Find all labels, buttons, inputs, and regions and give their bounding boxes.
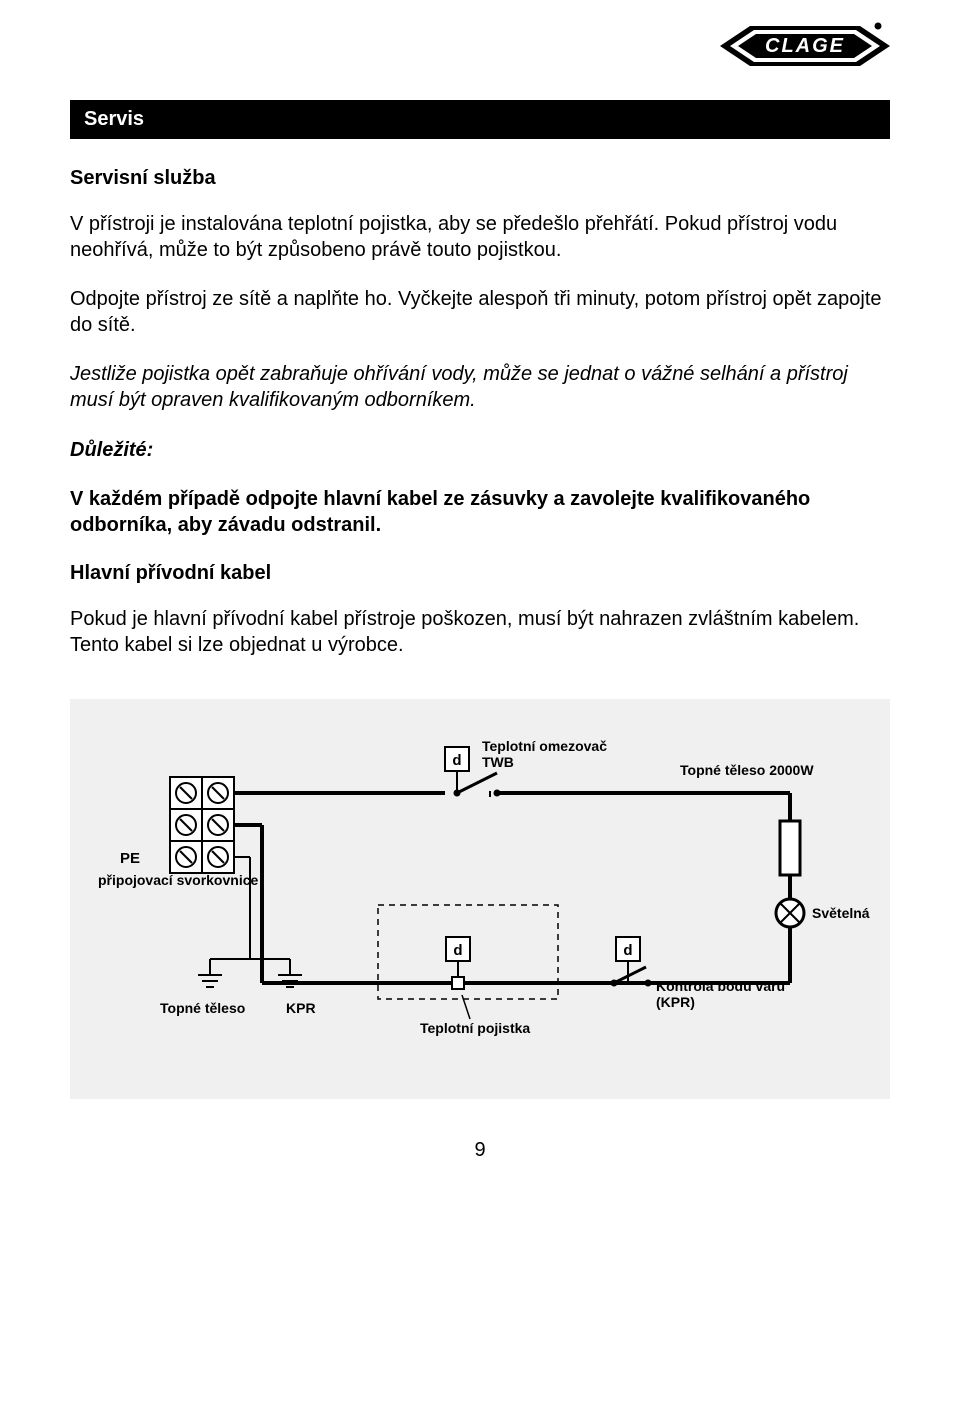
page: CLAGE Servis Servisní služba V přístroji…	[0, 0, 960, 1202]
kpr-full-line2: (KPR)	[656, 994, 695, 1010]
subheading-main-cable: Hlavní přívodní kabel	[70, 562, 890, 585]
twb-label-line1: Teplotní omezovač	[482, 738, 607, 754]
d-label-1: d	[452, 752, 461, 769]
brand-logo: CLAGE	[720, 18, 890, 74]
paragraph-1: V přístroji je instalována teplotní poji…	[70, 212, 890, 263]
wiring-diagram-svg: d Teplotní omezovač TWB Topné těleso 200…	[90, 723, 870, 1063]
important-label: Důležité:	[70, 438, 890, 464]
twb-label-line2: TWB	[482, 754, 514, 770]
terminal-block	[170, 777, 234, 873]
wiring-diagram: d Teplotní omezovač TWB Topné těleso 200…	[70, 699, 890, 1099]
section-title: Servis	[84, 108, 144, 130]
subheading-service: Servisní služba	[70, 167, 890, 190]
d-label-3: d	[623, 942, 632, 959]
paragraph-3-italic: Jestliže pojistka opět zabraňuje ohříván…	[70, 362, 890, 413]
paragraph-2: Odpojte přístroj ze sítě a naplňte ho. V…	[70, 287, 890, 338]
heating-body-label: Topné těleso	[160, 1000, 245, 1016]
terminal-block-label: připojovací svorkovnice	[98, 872, 258, 888]
kpr-full-line1: Kontrola bodu varu	[656, 978, 785, 994]
logo-text: CLAGE	[765, 35, 845, 57]
paragraph-4: Pokud je hlavní přívodní kabel přístroje…	[70, 607, 890, 658]
kpr-short-label: KPR	[286, 1000, 316, 1016]
heating-element-label: Topné těleso 2000W	[680, 762, 814, 778]
important-text: V každém případě odpojte hlavní kabel ze…	[70, 487, 890, 538]
page-number: 9	[70, 1139, 890, 1162]
indicator-label: Světelná indikace	[812, 905, 870, 921]
section-header: Servis	[70, 100, 890, 139]
pe-label: PE	[120, 850, 140, 867]
clage-logo-svg: CLAGE	[720, 18, 890, 74]
d-label-2: d	[453, 942, 462, 959]
thermal-fuse-label: Teplotní pojistka	[420, 1020, 530, 1036]
